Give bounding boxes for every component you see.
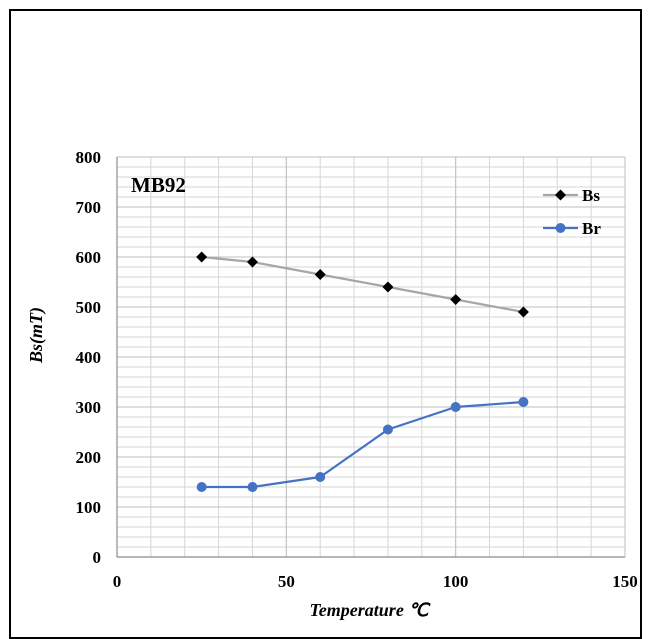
y-tick-label: 800 — [76, 148, 102, 167]
legend-marker-bs — [555, 189, 566, 201]
y-tick-label: 100 — [76, 498, 102, 517]
y-tick-label: 0 — [93, 548, 102, 567]
data-point-bs — [382, 281, 394, 293]
series-bs — [196, 251, 529, 318]
series-line-bs — [201, 255, 524, 314]
data-point-bs — [246, 256, 258, 268]
chart-frame — [9, 9, 642, 639]
legend-entry-br: Br — [543, 219, 601, 238]
legend: Bs Br — [543, 186, 601, 238]
data-point-br — [196, 482, 207, 492]
y-tick-label: 200 — [76, 448, 102, 467]
x-tick-label: 100 — [443, 572, 469, 591]
y-tick-label: 700 — [76, 198, 102, 217]
x-axis-title: Temperature ℃ — [309, 600, 431, 620]
y-tick-label: 300 — [76, 398, 102, 417]
data-point-bs — [314, 269, 326, 280]
x-tick-label: 150 — [612, 572, 638, 591]
legend-label-br: Br — [582, 219, 601, 238]
data-point-br — [247, 482, 258, 492]
data-point-br — [450, 402, 461, 412]
legend-marker-br — [555, 223, 566, 233]
data-point-bs — [517, 306, 529, 318]
data-point-br — [518, 397, 529, 407]
data-point-bs — [450, 294, 462, 305]
series-line-br — [201, 400, 524, 489]
y-tick-label: 400 — [76, 348, 102, 367]
y-tick-label: 500 — [76, 298, 102, 317]
data-point-bs — [196, 251, 208, 263]
series-br — [196, 397, 529, 492]
tick-labels: 0 100 200 300 400 500 600 700 800 0 50 100 150 — [76, 148, 638, 591]
y-tick-label: 600 — [76, 248, 102, 267]
panel-label: MB92 — [131, 173, 186, 197]
x-tick-label: 50 — [278, 572, 295, 591]
data-point-br — [382, 424, 393, 435]
axes — [116, 157, 625, 558]
legend-label-bs: Bs — [582, 186, 600, 205]
legend-entry-bs: Bs — [543, 186, 600, 205]
series-layer — [196, 251, 529, 492]
grid — [117, 156, 626, 557]
x-tick-label: 0 — [113, 572, 122, 591]
data-point-br — [315, 472, 326, 482]
y-axis-title: Bs(mT) — [26, 307, 47, 364]
